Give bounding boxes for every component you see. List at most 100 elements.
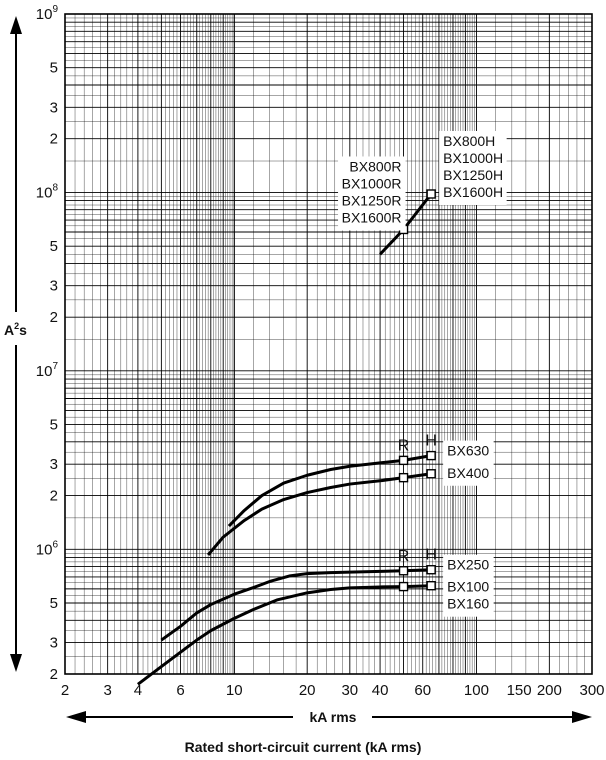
- y-tick-base: 3: [50, 456, 58, 473]
- y-tick-base: 2: [50, 666, 58, 683]
- marker-square: [398, 581, 409, 592]
- curve-bx400: [206, 472, 432, 556]
- y-tick-label: 107: [36, 361, 59, 380]
- y-tick-label: 3: [50, 278, 58, 295]
- label-bx800r-group: BX800R: [349, 158, 401, 174]
- marker-square: [426, 469, 436, 479]
- marker-square: [426, 565, 436, 575]
- y-axis-title-rest: s: [19, 322, 27, 338]
- label-bx800h-group: BX1600H: [443, 184, 503, 200]
- x-axis-arrow: [66, 711, 592, 723]
- y-tick-label: 2: [50, 309, 58, 326]
- label-bx100-group: BX160: [447, 596, 489, 612]
- label-bx400: BX400: [447, 465, 489, 481]
- x-tick-label: 2: [61, 682, 69, 699]
- x-tick-label: 40: [372, 682, 389, 699]
- y-tick-exponent: 8: [52, 182, 58, 193]
- x-tick-label: 30: [341, 682, 358, 699]
- y-tick-base: 10: [36, 6, 53, 23]
- y-tick-base: 10: [36, 363, 53, 380]
- y-axis-title: A2s: [4, 321, 27, 338]
- x-tick-label: 60: [414, 682, 431, 699]
- label-bx800r-group: BX1000R: [342, 175, 402, 191]
- y-tick-label: 2: [50, 131, 58, 148]
- label-bx800h-group: BX1000H: [443, 150, 503, 166]
- annotation-r: R: [398, 437, 410, 454]
- curve-bx100: [136, 584, 432, 686]
- y-tick-label: 2: [50, 666, 58, 683]
- y-tick-base: 5: [50, 238, 58, 255]
- y-tick-exponent: 6: [52, 539, 58, 550]
- y-tick-base: 10: [36, 541, 53, 558]
- x-tick-label: 3: [103, 682, 111, 699]
- curve-bx250: [160, 568, 432, 642]
- x-tick-labels: 2 3 4 6 10 20 30 40 60 100 150 200 300: [61, 682, 605, 699]
- y-tick-label: 3: [50, 456, 58, 473]
- x-tick-label: 300: [579, 682, 604, 699]
- y-tick-base: 2: [50, 488, 58, 505]
- marker-square: [426, 450, 436, 461]
- label-bx800h-group: BX1250H: [443, 167, 503, 183]
- y-tick-base: 5: [50, 60, 58, 77]
- marker-square: [426, 189, 436, 199]
- markers: [398, 189, 436, 592]
- label-bx800h-group: BX800H: [443, 133, 495, 149]
- annotation-r: R: [398, 548, 410, 565]
- y-tick-base: 3: [50, 99, 58, 116]
- marker-square: [398, 455, 409, 466]
- marker-square: [398, 566, 409, 576]
- y-tick-label: 109: [36, 4, 59, 23]
- annotation-h: H: [425, 433, 437, 450]
- y-tick-base: 3: [50, 635, 58, 652]
- y-axis-arrow: [10, 16, 22, 672]
- label-bx800r-group: BX1600R: [342, 209, 402, 225]
- y-tick-base: 2: [50, 309, 58, 326]
- y-tick-label: 3: [50, 99, 58, 116]
- x-tick-label: 100: [464, 682, 489, 699]
- marker-square: [398, 472, 409, 483]
- y-tick-label: 5: [50, 60, 58, 77]
- y-tick-base: 2: [50, 131, 58, 148]
- y-tick-label: 2: [50, 488, 58, 505]
- curves: [136, 193, 433, 686]
- x-tick-label: 200: [537, 682, 562, 699]
- annotations: R HR H: [398, 433, 437, 565]
- y-tick-base: 5: [50, 417, 58, 434]
- label-bx800r-group: BX1250R: [342, 192, 402, 208]
- x-tick-label: 20: [299, 682, 316, 699]
- grid-minor: [65, 14, 592, 674]
- x-axis-title: kA rms: [310, 709, 357, 725]
- y-tick-exponent: 7: [52, 361, 58, 372]
- marker-square: [426, 581, 436, 591]
- y-tick-base: 5: [50, 595, 58, 612]
- y-tick-base: 10: [36, 184, 53, 201]
- y-tick-label: 5: [50, 595, 58, 612]
- y-tick-exponent: 9: [52, 4, 58, 15]
- y-tick-base: 3: [50, 278, 58, 295]
- x-tick-label: 4: [134, 682, 142, 699]
- label-bx250-bg: [443, 554, 494, 578]
- y-tick-label: 5: [50, 417, 58, 434]
- label-bx100-group: BX100: [447, 579, 489, 595]
- annotation-h: H: [425, 547, 437, 564]
- x-tick-label: 10: [226, 682, 243, 699]
- label-bx250: BX250: [447, 557, 489, 573]
- label-bx630-bg: [443, 440, 494, 464]
- label-bx800r-group-bg: [338, 156, 406, 231]
- label-bx400-bg: [443, 462, 494, 486]
- chart-subtitle: Rated short-circuit current (kA rms): [185, 739, 422, 755]
- plot-frame: [64, 13, 593, 675]
- y-tick-label: 3: [50, 635, 58, 652]
- grid-major: [64, 14, 593, 675]
- y-axis-title-base: A: [4, 322, 14, 338]
- y-tick-label: 106: [36, 539, 59, 558]
- label-bx630: BX630: [447, 443, 489, 459]
- label-bx100-group-bg: [443, 576, 494, 617]
- x-tick-label: 6: [176, 682, 184, 699]
- x-tick-label: 150: [507, 682, 532, 699]
- y-tick-label: 5: [50, 238, 58, 255]
- y-axis-title-sup: 2: [14, 321, 19, 331]
